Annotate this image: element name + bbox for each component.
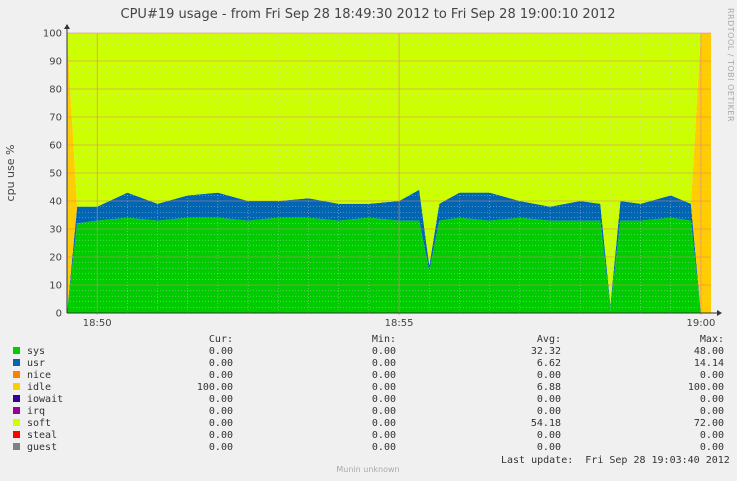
legend-name-soft: soft — [27, 418, 51, 429]
footer-text: Munin unknown — [336, 465, 399, 474]
legend-header-avg: Avg: — [537, 334, 561, 345]
legend-swatch-steal — [13, 431, 20, 438]
legend-swatch-iowait — [13, 395, 20, 402]
legend-swatch-guest — [13, 443, 20, 450]
legend-value-avg: 0.00 — [537, 442, 561, 453]
grid — [66, 32, 711, 315]
legend-swatch-soft — [13, 419, 20, 426]
legend-value-avg: 32.32 — [531, 346, 561, 357]
x-axis-arrow — [717, 310, 722, 316]
chart-title: CPU#19 usage - from Fri Sep 28 18:49:30 … — [121, 7, 616, 22]
legend-value-cur: 100.00 — [197, 382, 233, 393]
legend-value-avg: 0.00 — [537, 370, 561, 381]
legend-name-guest: guest — [27, 442, 57, 453]
series-area-soft — [67, 33, 711, 305]
x-tick-label: 18:55 — [385, 318, 414, 329]
y-tick-label: 30 — [49, 225, 62, 236]
legend-name-iowait: iowait — [27, 394, 63, 405]
legend-name-steal: steal — [27, 430, 57, 441]
y-tick-label: 40 — [49, 197, 62, 208]
y-axis-arrow — [64, 24, 70, 29]
legend-swatch-nice — [13, 371, 20, 378]
y-axis-label: cpu use % — [4, 145, 17, 202]
legend-value-max: 0.00 — [700, 442, 724, 453]
legend-value-min: 0.00 — [372, 370, 396, 381]
y-tick-label: 10 — [49, 281, 62, 292]
legend-value-cur: 0.00 — [209, 406, 233, 417]
series-area-sys — [67, 217, 711, 313]
legend-value-max: 0.00 — [700, 430, 724, 441]
y-tick-label: 50 — [49, 169, 62, 180]
legend-value-avg: 6.62 — [537, 358, 561, 369]
legend-value-cur: 0.00 — [209, 418, 233, 429]
y-tick-label: 60 — [49, 141, 62, 152]
legend-value-min: 0.00 — [372, 394, 396, 405]
x-tick-label: 18:50 — [83, 318, 112, 329]
legend-value-cur: 0.00 — [209, 430, 233, 441]
legend-value-cur: 0.00 — [209, 394, 233, 405]
legend-value-cur: 0.00 — [209, 370, 233, 381]
legend-name-sys: sys — [27, 346, 45, 357]
legend-value-cur: 0.00 — [209, 346, 233, 357]
legend-value-max: 0.00 — [700, 406, 724, 417]
legend-header-min: Min: — [372, 334, 396, 345]
legend-value-min: 0.00 — [372, 418, 396, 429]
legend-swatch-idle — [13, 383, 20, 390]
legend-name-usr: usr — [27, 358, 45, 369]
legend-value-max: 14.14 — [694, 358, 724, 369]
legend-value-max: 48.00 — [694, 346, 724, 357]
legend-value-avg: 0.00 — [537, 406, 561, 417]
axes: 0 10 20 30 40 50 60 70 80 90 100 18:50 18:55 19:00 — [43, 24, 722, 329]
y-tick-label: 90 — [49, 57, 62, 68]
x-tick-label: 19:00 — [687, 318, 716, 329]
legend-value-cur: 0.00 — [209, 442, 233, 453]
legend-value-avg: 6.88 — [537, 382, 561, 393]
legend-swatch-sys — [13, 347, 20, 354]
legend-value-min: 0.00 — [372, 406, 396, 417]
legend-swatch-usr — [13, 359, 20, 366]
rrdtool-credit: RRDTOOL / TOBI OETIKER — [726, 8, 735, 122]
legend-value-min: 0.00 — [372, 358, 396, 369]
legend-value-min: 0.00 — [372, 346, 396, 357]
legend-name-idle: idle — [27, 382, 51, 393]
y-tick-label: 70 — [49, 113, 62, 124]
legend-value-avg: 54.18 — [531, 418, 561, 429]
legend-header-max: Max: — [700, 334, 724, 345]
legend-value-avg: 0.00 — [537, 430, 561, 441]
legend-value-max: 72.00 — [694, 418, 724, 429]
legend-name-irq: irq — [27, 406, 45, 417]
legend-swatch-irq — [13, 407, 20, 414]
legend-value-min: 0.00 — [372, 430, 396, 441]
legend-name-nice: nice — [27, 370, 51, 381]
series-area-usr — [67, 189, 711, 313]
legend-value-cur: 0.00 — [209, 358, 233, 369]
y-tick-label: 80 — [49, 85, 62, 96]
y-tick-label: 0 — [56, 309, 62, 320]
legend-value-max: 0.00 — [700, 394, 724, 405]
y-tick-label: 20 — [49, 253, 62, 264]
legend-value-avg: 0.00 — [537, 394, 561, 405]
legend-value-max: 100.00 — [688, 382, 724, 393]
legend-value-max: 0.00 — [700, 370, 724, 381]
legend-header-cur: Cur: — [209, 334, 233, 345]
legend-value-min: 0.00 — [372, 382, 396, 393]
legend: Cur: Min: Avg: Max:sys 0.00 0.00 32.32 48.00usr… — [13, 334, 724, 453]
legend-value-min: 0.00 — [372, 442, 396, 453]
last-update: Last update: Fri Sep 28 19:03:40 2012 — [501, 455, 730, 466]
y-tick-label: 100 — [43, 29, 62, 40]
